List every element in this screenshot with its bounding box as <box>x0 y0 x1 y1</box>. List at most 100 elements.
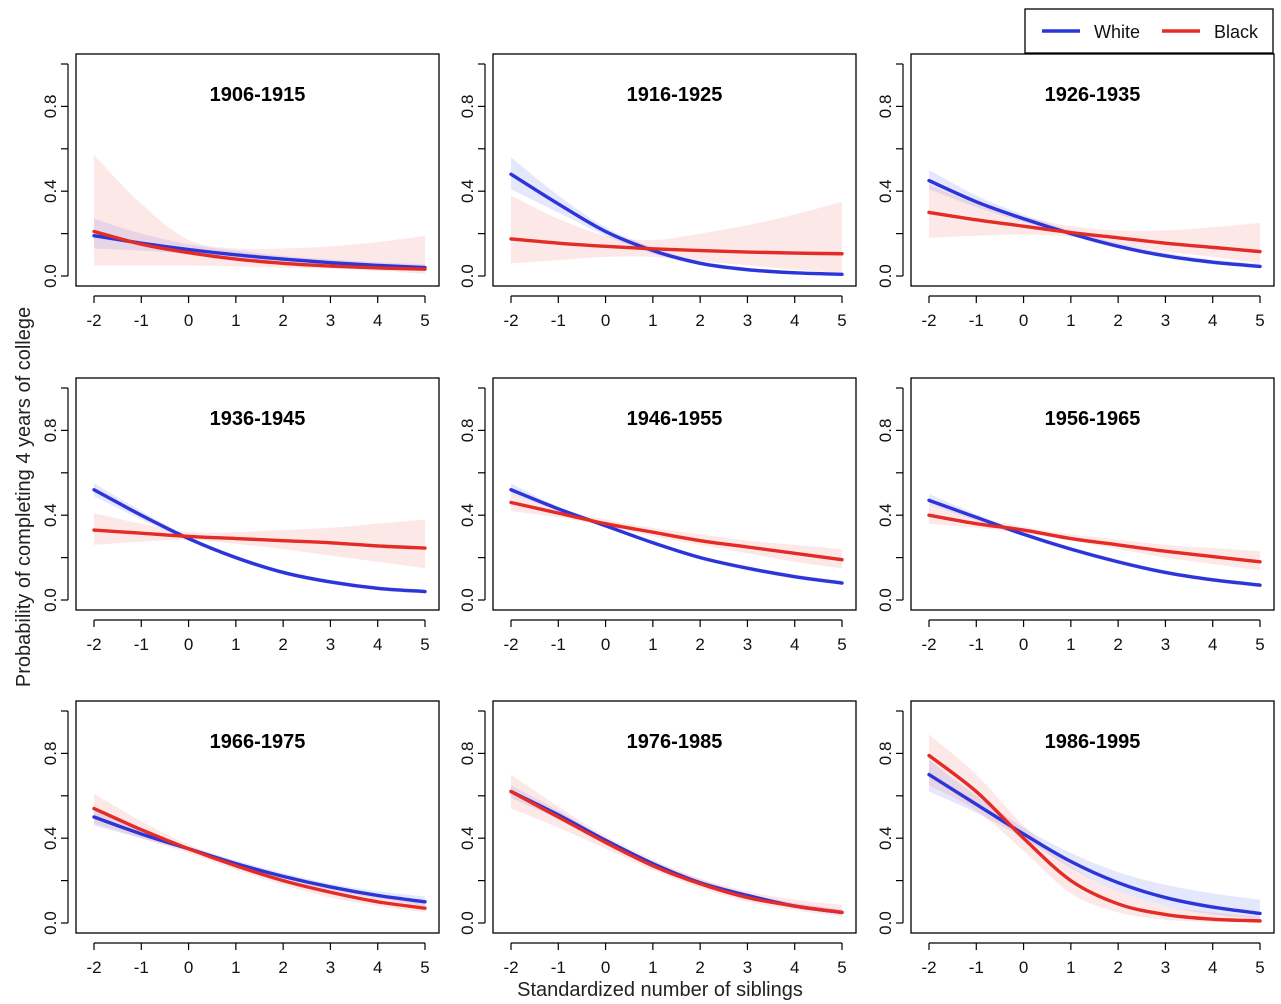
x-tick-label: 5 <box>420 311 429 330</box>
x-tick-label: -2 <box>921 635 936 654</box>
y-tick-label: 0.8 <box>876 95 895 119</box>
x-axis-label: Standardized number of siblings <box>517 979 803 1001</box>
legend-label-white: White <box>1094 22 1140 42</box>
series-line-black <box>92 528 427 550</box>
panels-container: 0.0 0.4 0.8 -2 -1 0 1 2 3 4 5 1906-1915 0.0 0.4 0.8 -2 -… <box>41 53 1275 977</box>
y-tick-label: 0.8 <box>876 742 895 766</box>
x-tick-label: 1 <box>1066 635 1075 654</box>
x-tick-label: 3 <box>326 311 335 330</box>
y-tick-label: 0.8 <box>458 95 477 119</box>
panel-title: 1966-1975 <box>210 731 306 753</box>
y-tick-label: 0.0 <box>458 588 477 612</box>
x-tick-label: 0 <box>1019 958 1028 977</box>
y-tick-label: 0.0 <box>458 264 477 288</box>
plot-frame <box>75 377 440 611</box>
y-tick-label: 0.8 <box>458 742 477 766</box>
ci-band-white <box>929 759 1260 919</box>
ci-band-black <box>94 155 425 274</box>
x-tick-label: 1 <box>648 958 657 977</box>
x-tick-label: -1 <box>134 635 149 654</box>
x-tick-label: 0 <box>601 958 610 977</box>
legend: White Black <box>1024 8 1274 54</box>
y-tick-label: 0.4 <box>876 179 895 203</box>
x-tick-label: 3 <box>743 635 752 654</box>
x-tick-label: 0 <box>184 958 193 977</box>
x-tick-label: 4 <box>790 958 799 977</box>
x-tick-label: -2 <box>503 958 518 977</box>
x-tick-label: 4 <box>790 635 799 654</box>
x-tick-label: -1 <box>551 958 566 977</box>
panel-title: 1986-1995 <box>1045 731 1141 753</box>
y-tick-label: 0.0 <box>876 264 895 288</box>
y-tick-label: 0.0 <box>41 264 60 288</box>
x-tick-label: 4 <box>1208 311 1217 330</box>
x-tick-label: 5 <box>837 958 846 977</box>
y-tick-label: 0.8 <box>41 95 60 119</box>
series-line-white <box>92 488 427 594</box>
x-tick-label: 3 <box>1161 635 1170 654</box>
series-line-black <box>509 237 844 256</box>
x-tick-label: -1 <box>134 311 149 330</box>
x-tick-label: 2 <box>278 311 287 330</box>
panel-1966-1975: 0.0 0.4 0.8 -2 -1 0 1 2 3 4 5 1966-1975 <box>41 700 440 977</box>
panel-1906-1915: 0.0 0.4 0.8 -2 -1 0 1 2 3 4 5 1906-1915 <box>41 53 440 330</box>
series-line-white <box>927 498 1262 587</box>
x-tick-label: 0 <box>601 311 610 330</box>
x-tick-label: 2 <box>1113 958 1122 977</box>
y-tick-label: 0.8 <box>41 419 60 443</box>
x-tick-label: 3 <box>1161 311 1170 330</box>
plot-frame <box>492 53 857 287</box>
x-tick-label: 4 <box>373 311 382 330</box>
panel-title: 1936-1945 <box>210 408 306 430</box>
x-tick-label: -2 <box>503 635 518 654</box>
panel-title: 1926-1935 <box>1045 84 1141 106</box>
series-line-black <box>92 229 427 271</box>
ci-band-black <box>929 734 1260 923</box>
x-tick-label: 5 <box>1255 311 1264 330</box>
x-tick-label: 0 <box>1019 635 1028 654</box>
y-tick-label: 0.4 <box>876 826 895 850</box>
x-tick-label: 3 <box>326 958 335 977</box>
panel-title: 1906-1915 <box>210 84 306 106</box>
plot-frame <box>492 377 857 611</box>
y-tick-label: 0.8 <box>876 419 895 443</box>
x-tick-label: 4 <box>373 958 382 977</box>
x-tick-label: 5 <box>420 958 429 977</box>
x-tick-label: 4 <box>1208 635 1217 654</box>
ci-band-black <box>929 504 1260 571</box>
y-tick-label: 0.0 <box>876 911 895 935</box>
panel-title: 1956-1965 <box>1045 408 1141 430</box>
y-tick-label: 0.4 <box>41 179 60 203</box>
x-tick-label: 4 <box>790 311 799 330</box>
x-tick-label: 0 <box>601 635 610 654</box>
x-tick-label: 4 <box>1208 958 1217 977</box>
x-tick-label: -2 <box>86 311 101 330</box>
panel-1956-1965: 0.0 0.4 0.8 -2 -1 0 1 2 3 4 5 1956-1965 <box>876 377 1275 654</box>
series-line-white <box>509 488 844 585</box>
panel-1946-1955: 0.0 0.4 0.8 -2 -1 0 1 2 3 4 5 1946-1955 <box>458 377 857 654</box>
panel-title: 1916-1925 <box>627 84 723 106</box>
y-axis-label: Probability of completing 4 years of col… <box>13 307 35 687</box>
panel-1916-1925: 0.0 0.4 0.8 -2 -1 0 1 2 3 4 5 1916-1925 <box>458 53 857 330</box>
x-tick-label: 5 <box>837 311 846 330</box>
plot-frame <box>492 700 857 934</box>
y-tick-label: 0.0 <box>41 588 60 612</box>
x-tick-label: -2 <box>921 958 936 977</box>
x-tick-label: 5 <box>1255 958 1264 977</box>
panel-1986-1995: 0.0 0.4 0.8 -2 -1 0 1 2 3 4 5 1986-1995 <box>876 700 1275 977</box>
y-tick-label: 0.8 <box>458 419 477 443</box>
ci-band-black <box>511 774 842 917</box>
x-tick-label: -1 <box>969 635 984 654</box>
legend-label-black: Black <box>1214 22 1259 42</box>
x-tick-label: 2 <box>278 958 287 977</box>
x-tick-label: 3 <box>1161 958 1170 977</box>
panel-1926-1935: 0.0 0.4 0.8 -2 -1 0 1 2 3 4 5 1926-1935 <box>876 53 1275 330</box>
x-tick-label: 0 <box>184 635 193 654</box>
series-line-white <box>927 178 1262 269</box>
y-tick-label: 0.0 <box>41 911 60 935</box>
plot-frame <box>910 377 1275 611</box>
y-tick-label: 0.4 <box>458 179 477 203</box>
ci-band-black <box>94 793 425 913</box>
x-tick-label: 4 <box>373 635 382 654</box>
